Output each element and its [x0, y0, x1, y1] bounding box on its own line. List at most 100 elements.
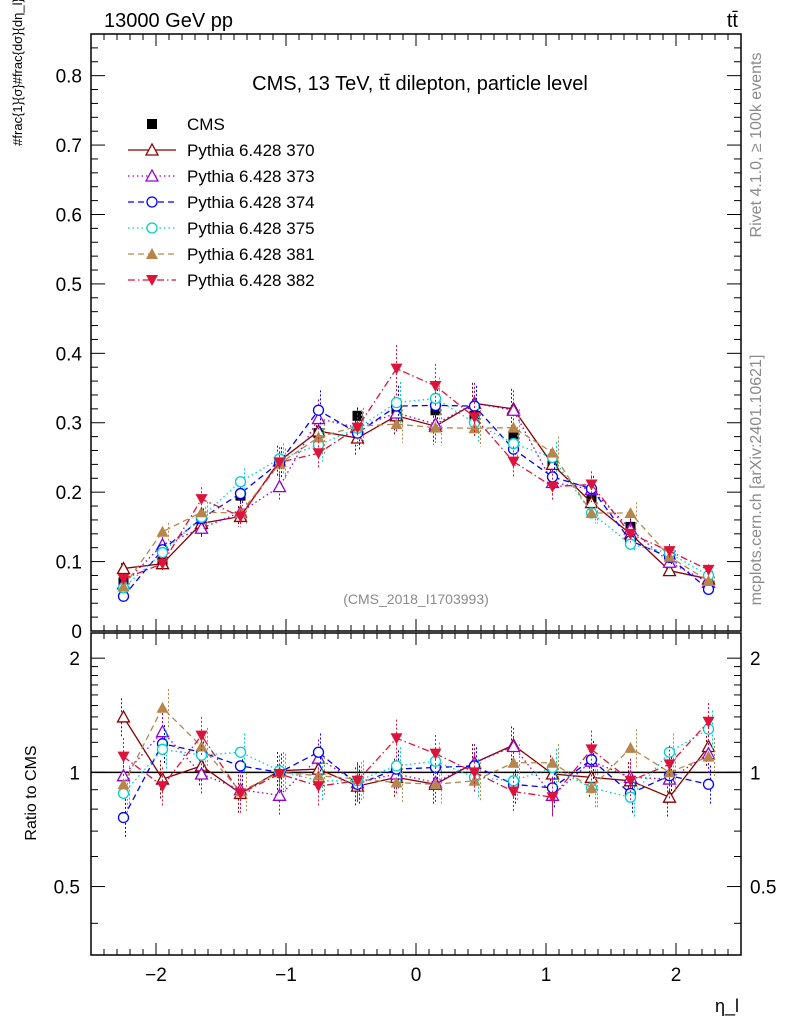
data-point: [662, 563, 677, 577]
ratio-point: [546, 792, 559, 804]
ratio-point: [312, 781, 325, 793]
data-point: [429, 421, 442, 433]
legend-entry-CMS: CMS: [147, 115, 225, 134]
data-point: [624, 538, 637, 550]
data-point: [702, 575, 715, 587]
legend-marker: [147, 119, 157, 129]
legend-label: Pythia 6.428 373: [187, 167, 315, 186]
ratio-point: [507, 756, 520, 768]
data-point: [156, 525, 169, 537]
series-line: [123, 397, 709, 589]
ratio-point: [234, 788, 247, 800]
ratio-point: [624, 775, 637, 787]
side-label-top: Rivet 4.1.0, ≥ 100k events: [748, 53, 765, 238]
ratio-point: [468, 774, 481, 786]
data-point: [273, 457, 286, 469]
ratio-point: [156, 743, 169, 755]
ratio-point: [273, 769, 286, 781]
ratio-point: [194, 766, 209, 780]
ratio-point: [585, 781, 598, 793]
data-point: [116, 561, 131, 575]
legend-marker: [146, 222, 158, 234]
ratio-point: [390, 733, 403, 745]
legend-entry-373: Pythia 6.428 373: [128, 167, 315, 186]
ratio-point: [468, 767, 481, 779]
ratio-point: [116, 709, 131, 723]
series-382: [117, 344, 715, 585]
x-axis-label: η_l: [715, 996, 739, 1017]
legend-entry-374: Pythia 6.428 374: [128, 193, 315, 212]
ratio-point: [195, 730, 208, 742]
data-point: [624, 506, 637, 518]
ratio-point: [234, 760, 247, 772]
series-line: [123, 367, 709, 580]
data-point: [468, 412, 481, 424]
legend-entry-381: Pythia 6.428 381: [128, 245, 315, 264]
data-point: [352, 410, 363, 421]
ratio-point: [429, 778, 442, 790]
data-point: [312, 404, 325, 416]
ratio-point: [506, 739, 521, 753]
ratio-series-381: [117, 689, 715, 813]
x-tick-label: 2: [671, 965, 682, 986]
x-tick-label: 1: [541, 965, 552, 986]
main-panel: CMS, 13 TeV, tt̄ dilepton, particle leve…: [10, 0, 742, 643]
side-label-bottom: mcplots.cern.ch [arXiv:2401.10621]: [748, 355, 765, 606]
data-point: [312, 448, 325, 460]
ratio-point: [390, 760, 403, 772]
ratio-point: [117, 751, 130, 763]
ratio-point: [585, 744, 598, 756]
main-y-tick-label: 0.6: [56, 205, 82, 226]
data-point: [195, 506, 208, 518]
main-y-tick-label: 0.1: [56, 553, 82, 574]
ratio-point: [156, 701, 169, 713]
ratio-point: [272, 787, 287, 801]
data-point: [508, 431, 519, 442]
legend-entry-375: Pythia 6.428 375: [128, 219, 315, 238]
data-point: [390, 363, 403, 375]
data-point: [546, 471, 559, 483]
legend-label: Pythia 6.428 370: [187, 141, 315, 160]
ratio-y-tick-label: 0.5: [54, 878, 80, 899]
data-point: [702, 564, 715, 576]
ratio-point: [624, 791, 637, 803]
ratio-point: [702, 716, 715, 728]
ratio-panel: Ratio to CMS η_l −2 −1 0 1 2 0.5 0.5 1 1 2 2: [23, 632, 776, 1017]
ratio-point: [312, 769, 325, 781]
ratio-y-tick-label-right: 0.5: [750, 878, 776, 899]
main-y-tick-label: 0.4: [56, 344, 83, 365]
ratio-point: [312, 746, 325, 758]
ratio-panel-frame: [90, 632, 742, 956]
legend-label: CMS: [187, 115, 225, 134]
header-left: 13000 GeV pp: [104, 10, 233, 32]
series-370: [116, 382, 716, 585]
ratio-line: [122, 742, 709, 818]
ratio-point: [624, 741, 637, 753]
data-point: [234, 511, 247, 523]
watermark: (CMS_2018_I1703993): [343, 591, 489, 607]
series-381: [117, 405, 715, 592]
data-point: [234, 487, 247, 500]
data-point: [117, 580, 130, 592]
legend-label: Pythia 6.428 381: [187, 245, 315, 264]
header-right: tt̄: [727, 10, 739, 32]
legend-label: Pythia 6.428 382: [187, 271, 315, 290]
data-point: [624, 528, 637, 540]
data-point: [272, 479, 287, 493]
data-point: [156, 546, 169, 559]
series-line: [123, 402, 709, 585]
data-point: [194, 520, 209, 534]
ratio-point: [546, 756, 559, 768]
legend-entry-370: Pythia 6.428 370: [128, 141, 315, 160]
main-y-tick-label: 0: [71, 622, 82, 643]
ratio-point: [351, 775, 364, 787]
data-point: [429, 380, 442, 392]
data-point: [311, 411, 326, 425]
main-y-tick-label: 0.3: [56, 414, 82, 435]
legend: CMS Pythia 6.428 370 Pythia 6.428 373 Pythi…: [128, 115, 315, 290]
ratio-point: [663, 746, 676, 758]
ratio-point: [195, 749, 208, 761]
data-point: [389, 405, 404, 419]
ratio-point: [117, 787, 130, 800]
